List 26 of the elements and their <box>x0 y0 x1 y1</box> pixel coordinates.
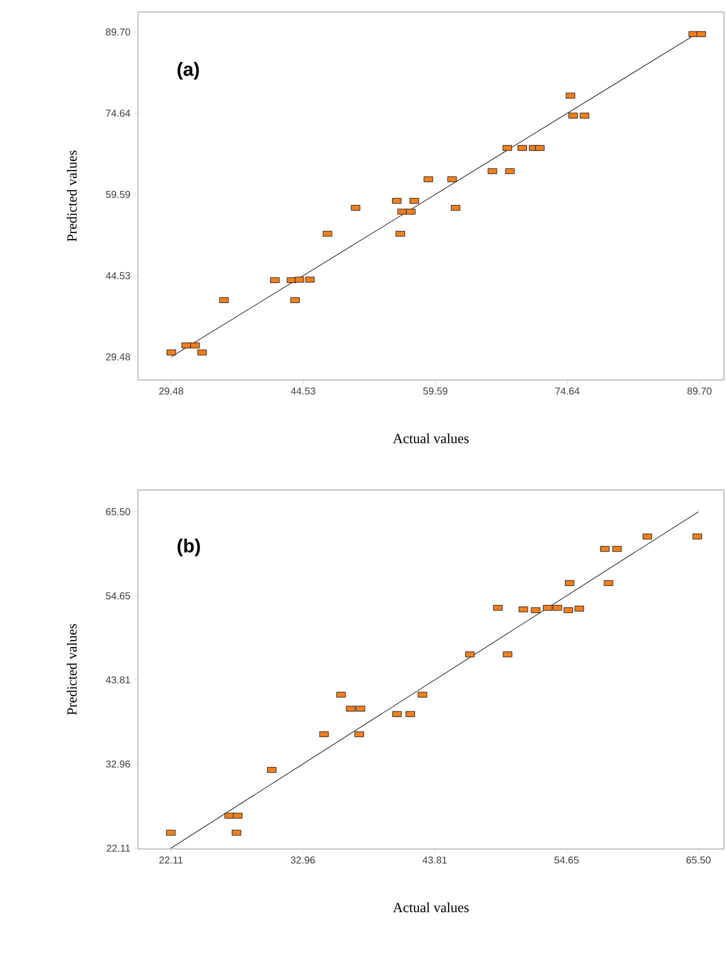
x-tick-label: 44.53 <box>290 388 316 395</box>
x-tick-label: 22.11 <box>159 856 183 864</box>
x-tick-label: 74.64 <box>555 388 580 395</box>
y-tick-label: 74.64 <box>106 110 130 117</box>
x-tick-label: 29.48 <box>159 388 184 395</box>
y-tick-label: 65.50 <box>106 508 130 516</box>
y-tick-label: 43.81 <box>106 676 130 684</box>
x-axis-title: Actual values <box>392 902 469 912</box>
y-tick-label: 29.48 <box>106 353 130 360</box>
y-tick-label: 44.53 <box>106 272 130 280</box>
x-tick-label: 43.81 <box>422 856 447 864</box>
y-tick-label: 54.65 <box>106 592 130 600</box>
x-axis-title: Actual values <box>392 433 469 444</box>
y-tick-label: 59.59 <box>106 190 130 198</box>
x-tick-label: 59.59 <box>423 388 448 395</box>
x-tick-label: 32.96 <box>290 856 315 864</box>
y-tick-label: 32.96 <box>106 760 130 768</box>
y-tick-label: 22.11 <box>106 844 130 852</box>
x-tick-label: 65.50 <box>686 856 711 864</box>
x-tick-label: 54.65 <box>554 856 579 864</box>
y-axis-title: Predicted values <box>66 624 77 715</box>
y-tick-label: 89.70 <box>106 28 130 36</box>
y-axis-title: Predicted values <box>66 150 77 242</box>
x-tick-label: 89.70 <box>687 388 712 395</box>
annotation: (a) <box>178 62 199 80</box>
annotation: (b) <box>178 538 200 556</box>
